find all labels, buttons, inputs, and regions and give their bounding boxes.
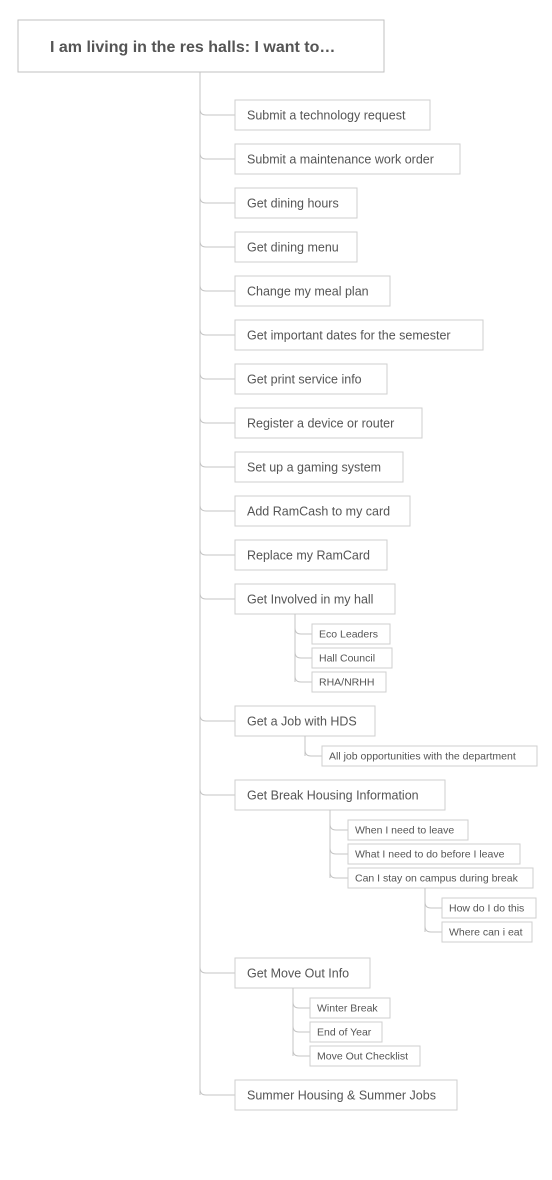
tree-node-label: End of Year (317, 1027, 372, 1039)
tree-node-label: What I need to do before I leave (355, 849, 505, 861)
connector (200, 373, 235, 379)
connector (295, 652, 312, 658)
tree-node-label: When I need to leave (355, 825, 454, 837)
connector (200, 715, 235, 721)
root-label: I am living in the res halls: I want to… (50, 39, 335, 56)
connector (330, 872, 348, 878)
tree-diagram: I am living in the res halls: I want to…… (0, 0, 552, 1180)
tree-node-label: Add RamCash to my card (247, 505, 390, 519)
connector (293, 1002, 310, 1008)
connector (200, 967, 235, 973)
tree-node-label: Replace my RamCard (247, 549, 370, 563)
connector (200, 549, 235, 555)
tree-node-label: Get dining hours (247, 197, 339, 211)
connector (330, 848, 348, 854)
tree-node-label: Get a Job with HDS (247, 715, 357, 729)
connector (200, 417, 235, 423)
tree-node-label: Eco Leaders (319, 629, 378, 641)
connector (200, 285, 235, 291)
tree-node-label: Winter Break (317, 1003, 378, 1015)
connector (295, 676, 312, 682)
connector (200, 789, 235, 795)
connector (200, 197, 235, 203)
tree-node-label: Set up a gaming system (247, 461, 381, 475)
tree-node-label: All job opportunities with the departmen… (329, 751, 516, 763)
connector (200, 461, 235, 467)
connector (425, 926, 442, 932)
connector (330, 824, 348, 830)
tree-node-label: Submit a maintenance work order (247, 153, 434, 167)
connector (305, 750, 322, 756)
connector (200, 593, 235, 599)
connector (200, 1089, 235, 1095)
connector (200, 153, 235, 159)
tree-node-label: Move Out Checklist (317, 1051, 408, 1063)
tree-node-label: Submit a technology request (247, 109, 406, 123)
connector (200, 241, 235, 247)
tree-node-label: Get dining menu (247, 241, 339, 255)
tree-node-label: Register a device or router (247, 417, 394, 431)
tree-node-label: Can I stay on campus during break (355, 873, 519, 885)
tree-node-label: Hall Council (319, 653, 375, 665)
tree-node-label: How do I do this (449, 903, 524, 915)
connector (293, 1050, 310, 1056)
connector (425, 902, 442, 908)
connector (295, 628, 312, 634)
tree-node-label: Change my meal plan (247, 285, 369, 299)
tree-node-label: Get Break Housing Information (247, 789, 419, 803)
connector (200, 109, 235, 115)
tree-node-label: Get print service info (247, 373, 362, 387)
tree-node-label: Get Involved in my hall (247, 593, 373, 607)
connector (200, 505, 235, 511)
tree-node-label: Summer Housing & Summer Jobs (247, 1089, 436, 1103)
connector (200, 329, 235, 335)
tree-node-label: RHA/NRHH (319, 677, 374, 689)
connector (293, 1026, 310, 1032)
tree-node-label: Get Move Out Info (247, 967, 349, 981)
tree-node-label: Get important dates for the semester (247, 329, 451, 343)
tree-node-label: Where can i eat (449, 927, 523, 939)
